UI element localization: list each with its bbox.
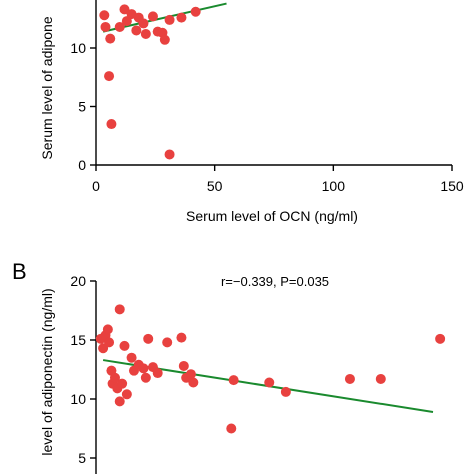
data-point (264, 377, 275, 388)
panel-b-correlation-stats: r=−0.339, P=0.035 (221, 274, 329, 289)
data-point (228, 375, 239, 386)
y-tick-label: 10 (70, 391, 86, 407)
data-point (280, 386, 291, 397)
data-point (176, 12, 187, 23)
panel-b-label: B (12, 259, 27, 284)
data-point (114, 21, 125, 32)
x-tick-label: 150 (440, 178, 464, 194)
y-tick-label: 10 (70, 40, 86, 56)
data-point (164, 149, 175, 160)
panel-a: 0 5 10 0 50 100 150 Serum level of adipone Se… (39, 0, 464, 224)
data-point (114, 396, 125, 407)
data-point (106, 119, 117, 130)
data-point (105, 33, 116, 44)
data-point (119, 4, 130, 15)
data-point (152, 368, 163, 379)
data-point (162, 337, 173, 348)
data-point (104, 71, 115, 82)
panel-a-y-axis-title: Serum level of adipone (39, 16, 55, 159)
panel-b-points (95, 304, 446, 434)
y-tick-label: 0 (78, 157, 86, 173)
data-point (176, 332, 187, 343)
data-point (114, 304, 125, 315)
data-point (147, 11, 158, 22)
data-point (109, 372, 120, 383)
y-tick-label: 5 (78, 450, 86, 466)
data-point (119, 340, 130, 351)
data-point (164, 14, 175, 25)
data-point (121, 16, 132, 27)
data-point (99, 10, 110, 21)
data-point (375, 373, 386, 384)
panel-b: B r=−0.339, P=0.035 5 10 15 20 level of adi… (12, 259, 446, 474)
y-tick-label: 15 (70, 332, 86, 348)
x-tick-label: 50 (207, 178, 223, 194)
data-point (100, 21, 111, 32)
data-point (104, 337, 115, 348)
data-point (159, 34, 170, 45)
data-point (117, 378, 128, 389)
data-point (126, 352, 137, 363)
panel-b-y-axis-title: level of adiponectin (ng/ml) (39, 288, 55, 455)
panel-a-x-axis-title: Serum level of OCN (ng/ml) (186, 208, 358, 224)
data-point (143, 333, 154, 344)
data-point (140, 28, 151, 39)
panel-a-y-ticks: 0 5 10 (70, 40, 96, 173)
x-tick-label: 100 (322, 178, 346, 194)
data-point (140, 372, 151, 383)
panel-a-x-ticks: 0 50 100 150 (92, 165, 464, 194)
y-tick-label: 5 (78, 99, 86, 115)
data-point (226, 423, 237, 434)
y-tick-label: 20 (70, 273, 86, 289)
data-point (178, 360, 189, 371)
data-point (344, 373, 355, 384)
data-point (435, 333, 446, 344)
panel-a-points (99, 4, 201, 160)
x-tick-label: 0 (92, 178, 100, 194)
data-point (102, 324, 113, 335)
data-point (121, 389, 132, 400)
data-point (185, 369, 196, 380)
panel-b-y-ticks: 5 10 15 20 (70, 273, 96, 466)
data-point (190, 6, 201, 17)
data-point (188, 377, 199, 388)
data-point (138, 363, 149, 374)
data-point (138, 18, 149, 29)
data-point (131, 25, 142, 36)
